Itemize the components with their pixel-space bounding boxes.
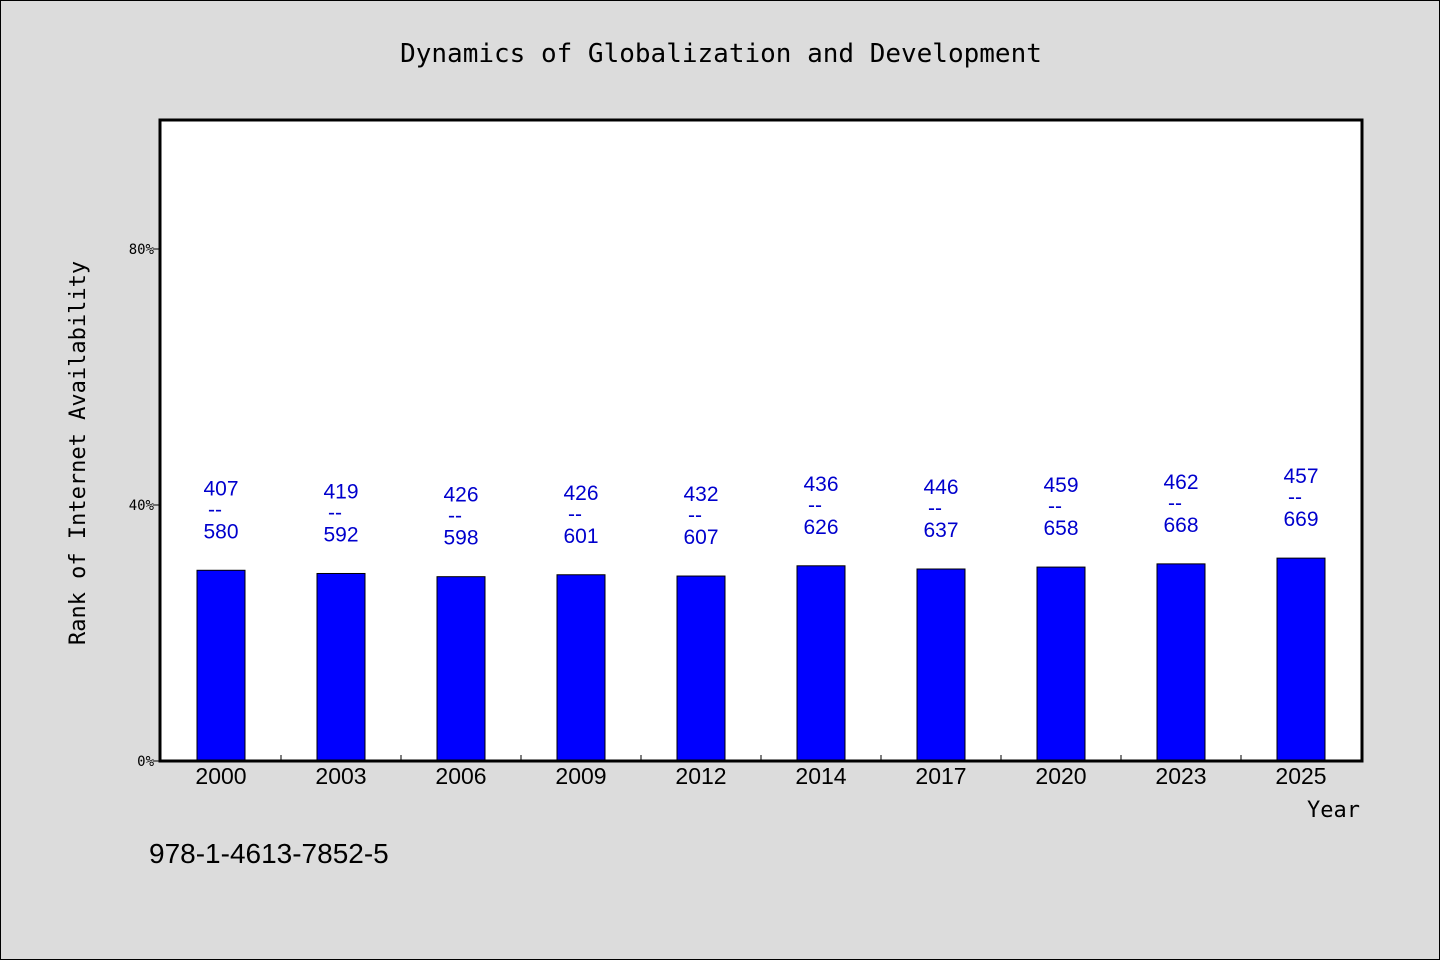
bar-label-top: 432 bbox=[683, 483, 718, 506]
bar-label-separator: -- bbox=[1168, 492, 1182, 515]
plot-frame bbox=[158, 118, 1364, 763]
bar-2017 bbox=[916, 568, 966, 762]
bar-label-bottom: 668 bbox=[1163, 514, 1198, 537]
y-axis-title: Rank of Internet Availability bbox=[66, 261, 91, 645]
y-tick-label: 80% bbox=[129, 242, 155, 258]
footer-code: 978-1-4613-7852-5 bbox=[149, 838, 389, 869]
bar-label-separator: -- bbox=[1048, 495, 1062, 518]
bar-label-top: 457 bbox=[1283, 465, 1318, 488]
x-tick-label: 2000 bbox=[195, 763, 246, 789]
x-tick-label: 2009 bbox=[555, 763, 606, 789]
bar-label-top: 436 bbox=[803, 473, 838, 496]
bar-labels-layer: 580--407592--419598--426601--426607--432… bbox=[203, 465, 1318, 550]
bar-label-bottom: 601 bbox=[563, 525, 598, 548]
x-tick-label: 2003 bbox=[315, 763, 366, 789]
bar-label-top: 426 bbox=[563, 482, 598, 505]
bar-label-separator: -- bbox=[208, 498, 222, 521]
bar-label-separator: -- bbox=[688, 504, 702, 527]
bar-label-separator: -- bbox=[1288, 486, 1302, 509]
x-axis-title: Year bbox=[1307, 798, 1360, 823]
bar-label-bottom: 598 bbox=[443, 527, 478, 550]
bar-label-bottom: 607 bbox=[683, 526, 718, 549]
bar-label-bottom: 658 bbox=[1043, 517, 1078, 540]
bar-label-separator: -- bbox=[928, 497, 942, 520]
x-tick-label: 2023 bbox=[1155, 763, 1206, 789]
x-tick-label: 2020 bbox=[1035, 763, 1086, 789]
bar-label-top: 446 bbox=[923, 476, 958, 499]
bar-2020 bbox=[1036, 566, 1086, 762]
bar-label-bottom: 592 bbox=[323, 523, 358, 546]
bar-label-separator: -- bbox=[568, 503, 582, 526]
bar-label-top: 407 bbox=[203, 477, 238, 500]
bar-2023 bbox=[1156, 563, 1206, 762]
bar-label-separator: -- bbox=[448, 505, 462, 528]
bar-label-bottom: 637 bbox=[923, 519, 958, 542]
bar-2025 bbox=[1276, 557, 1326, 762]
bar-2003 bbox=[316, 572, 366, 762]
x-tick-label: 2025 bbox=[1275, 763, 1326, 789]
bar-2012 bbox=[676, 575, 726, 762]
bar-2000 bbox=[196, 569, 246, 762]
bar-label-bottom: 626 bbox=[803, 516, 838, 539]
y-tick-label: 0% bbox=[137, 754, 154, 770]
bar-2009 bbox=[556, 574, 606, 762]
x-tick-label: 2017 bbox=[915, 763, 966, 789]
bar-2006 bbox=[436, 576, 486, 762]
bars-layer bbox=[196, 557, 1326, 762]
bar-label-top: 419 bbox=[323, 480, 358, 503]
x-axis: 2000 2003 2006 2009 2012 2014 2017 2020 2023 2025 bbox=[195, 755, 1327, 789]
x-tick-label: 2014 bbox=[795, 763, 846, 789]
bar-label-top: 462 bbox=[1163, 471, 1198, 494]
x-tick-label: 2012 bbox=[675, 763, 726, 789]
bar-label-top: 459 bbox=[1043, 474, 1078, 497]
chart-title: Dynamics of Globalization and Developmen… bbox=[400, 39, 1042, 69]
y-tick-label: 40% bbox=[129, 498, 155, 514]
bar-label-bottom: 580 bbox=[203, 520, 238, 543]
bar-label-separator: -- bbox=[328, 501, 342, 524]
bar-label-separator: -- bbox=[808, 494, 822, 517]
y-axis: 0% 40% 80% bbox=[129, 242, 161, 770]
bar-label-top: 426 bbox=[443, 484, 478, 507]
x-tick-label: 2006 bbox=[435, 763, 486, 789]
bar-label-bottom: 669 bbox=[1283, 508, 1318, 531]
bar-2014 bbox=[796, 565, 846, 762]
